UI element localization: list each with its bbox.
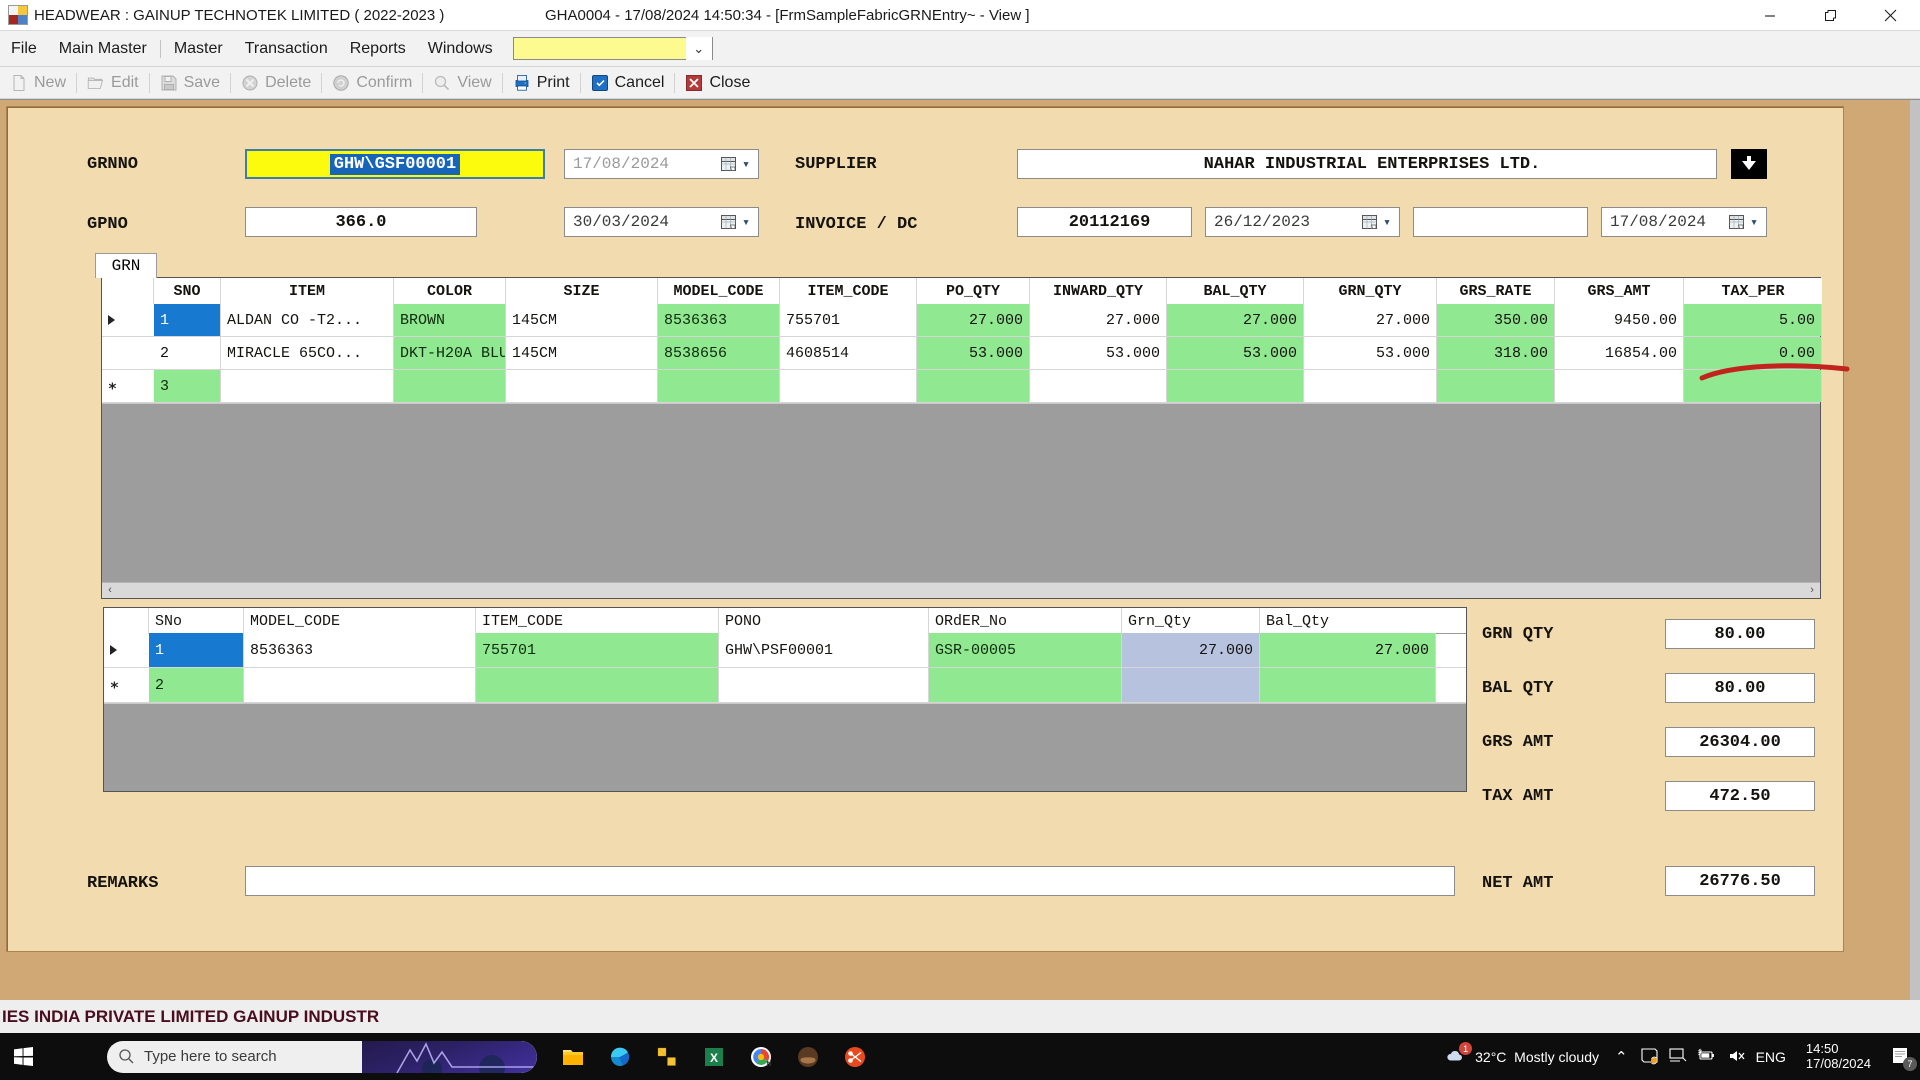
svg-text:N: N — [766, 1061, 771, 1068]
svg-text:X: X — [709, 1051, 717, 1065]
